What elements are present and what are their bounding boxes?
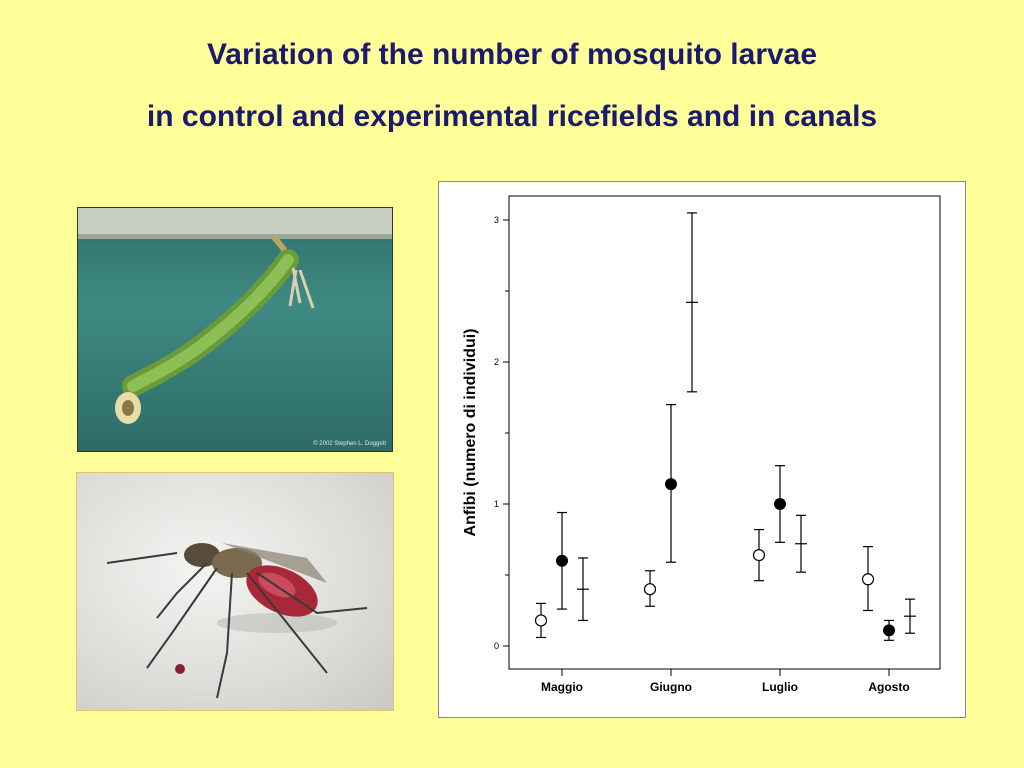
larva-illustration (78, 208, 392, 424)
mosquito-illustration (106, 543, 368, 699)
y-axis-label: Anfibi (numero di individui) (462, 329, 479, 537)
data-point-filled (556, 554, 568, 567)
data-point-open (643, 583, 657, 596)
mosquito-larva-photo: © 2002 Stephen L. Doggett (77, 207, 393, 452)
slide-title-line-2: in control and experimental ricefields a… (146, 100, 878, 133)
y-tick-label: 0 (494, 641, 499, 651)
x-tick-label: Agosto (868, 680, 909, 694)
chart-svg: 0 1 2 3 Anfibi (numero di individui) Maggio Gi… (462, 195, 941, 694)
x-tick-label: Giugno (650, 680, 692, 694)
data-point-open (534, 614, 548, 627)
data-point-filled (665, 478, 677, 491)
slide-title-line-1: Variation of the number of mosquito larv… (206, 38, 818, 71)
chart-frame: 0 1 2 3 Anfibi (numero di individui) Maggio Gi… (438, 181, 966, 718)
data-point-filled (774, 498, 786, 510)
data-point-open (861, 573, 875, 586)
data-point-filled (883, 624, 895, 637)
data-point-open (752, 549, 766, 562)
y-tick-label: 1 (494, 499, 499, 509)
x-tick-label: Luglio (762, 680, 798, 694)
plot-border (508, 195, 941, 670)
y-tick-label: 2 (494, 357, 499, 367)
photo-copyright: © 2002 Stephen L. Doggett (313, 441, 386, 447)
x-tick-label: Maggio (541, 680, 583, 694)
adult-mosquito-photo (76, 472, 394, 711)
y-tick-label: 3 (494, 215, 499, 225)
